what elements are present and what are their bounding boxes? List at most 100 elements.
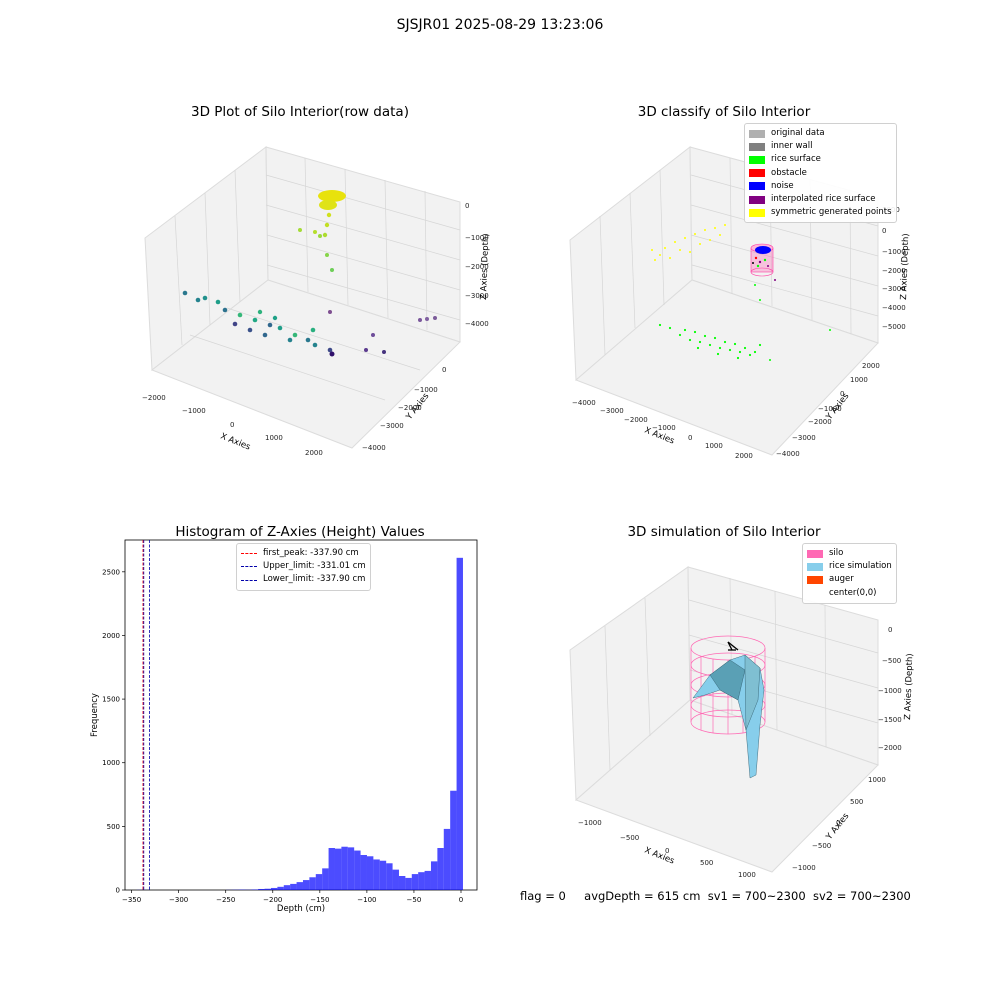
status-footer: flag = 0 avgDepth = 615 cm sv1 = 700~230…	[520, 889, 911, 903]
legend-entry: first_peak: -337.90 cm	[241, 547, 366, 560]
classify-3d-ytick: −2000	[808, 418, 832, 426]
raw-3d-ztick: 0	[465, 202, 469, 210]
simulation-3d-xtick: −1000	[578, 819, 602, 827]
histogram-ytick-label: 1500	[102, 696, 120, 704]
histogram-bar	[392, 869, 399, 890]
raw-3d-title: 3D Plot of Silo Interior(row data)	[191, 104, 409, 120]
legend-entry: noise	[749, 180, 892, 193]
legend-entry: rice simulation	[807, 560, 892, 573]
histogram-ytick-label: 0	[116, 887, 120, 895]
raw-3d-xtick: 2000	[305, 449, 323, 457]
simulation-3d-ztick: −500	[882, 657, 901, 665]
histogram-bar	[302, 880, 310, 890]
raw-3d-grid	[174, 157, 461, 401]
legend-swatch	[749, 156, 765, 164]
classify-legend: original data inner wall rice surface obsta…	[744, 123, 897, 224]
legend-label: interpolated rice surface	[771, 194, 876, 205]
classify-3d-ytick: 2000	[862, 362, 880, 370]
histogram-ytick-label: 2500	[102, 568, 120, 576]
histogram-bar	[296, 882, 303, 890]
histogram-title: Histogram of Z-Axies (Height) Values	[175, 524, 425, 540]
histogram-xtick-label: −150	[310, 896, 329, 904]
histogram-bar	[258, 888, 265, 890]
simulation-3d-xlabel: X Axies	[643, 846, 676, 867]
histogram-xtick-label: −50	[407, 896, 422, 904]
legend-entry: original data	[749, 127, 892, 140]
histogram-xtick-label: −300	[169, 896, 188, 904]
histogram-xtick-label: −100	[357, 896, 376, 904]
raw-3d-xtick: −1000	[182, 407, 206, 415]
legend-label: rice surface	[771, 154, 821, 165]
legend-swatch	[807, 562, 823, 571]
raw-3d-ytick: −1000	[414, 386, 438, 394]
raw-3d-xlabel: X Axies	[219, 432, 252, 453]
histogram-bar	[366, 856, 374, 890]
legend-label: silo	[829, 548, 844, 558]
histogram-bar	[354, 850, 361, 890]
histogram-bar	[424, 870, 431, 890]
histogram-bar	[309, 877, 316, 890]
raw-3d-plot: 0 −1000 −2000 −3000 −4000 −2000 −1000 0 …	[142, 146, 491, 457]
simulation-3d-ytick: 500	[850, 798, 863, 806]
legend-label: rice simulation	[829, 561, 892, 572]
legend-entry: rice surface	[749, 153, 892, 166]
histogram-frame	[124, 539, 478, 891]
histogram-xtick-label: −200	[263, 896, 282, 904]
classify-3d-xtick: −3000	[600, 407, 624, 415]
raw-3d-ztick: −4000	[465, 320, 489, 328]
legend-label: inner wall	[771, 141, 813, 152]
legend-line-swatch	[241, 579, 257, 581]
raw-3d-zlabel: Z Axies (Depth)	[479, 233, 491, 300]
legend-swatch	[807, 549, 823, 558]
classify-3d-xtick: −2000	[624, 416, 648, 424]
histogram-bar	[379, 860, 387, 890]
legend-swatch	[749, 182, 765, 191]
simulation-3d-ztick: 0	[888, 626, 892, 634]
classify-3d-title: 3D classify of Silo Interior	[637, 104, 811, 120]
histogram-bar	[322, 868, 329, 890]
flag-text: flag = 0	[520, 889, 566, 903]
histogram-bar	[264, 888, 271, 890]
legend-entry: symmetric generated points	[749, 206, 892, 219]
histogram-xtick-label: −350	[122, 896, 141, 904]
classify-3d-ytick: 0	[840, 390, 844, 398]
histogram-xtick-label: 0	[459, 896, 463, 904]
simulation-3d-ztick: −2000	[878, 744, 902, 752]
legend-swatch	[749, 142, 765, 151]
legend-label: auger	[829, 574, 854, 585]
legend-swatch	[749, 208, 765, 217]
histogram-bar	[290, 883, 297, 890]
histogram-bar	[443, 828, 451, 890]
raw-3d-ytick: −2000	[398, 404, 422, 412]
classify-3d-ztick: −1000	[882, 248, 906, 256]
histogram-ytick-label: 1000	[102, 759, 120, 767]
legend-line-swatch	[241, 566, 257, 568]
classify-3d-xtick: 1000	[705, 442, 723, 450]
classify-3d-ztick: −4000	[882, 304, 906, 312]
histogram-bar	[450, 790, 457, 890]
legend-label: original data	[771, 128, 825, 138]
legend-entry: center(0,0)	[807, 587, 892, 600]
raw-3d-ztick: −3000	[465, 292, 489, 300]
raw-3d-xtick: −2000	[142, 394, 166, 402]
legend-entry: auger	[807, 573, 892, 586]
classify-silo-cylinder	[750, 243, 774, 277]
simulation-3d-ytick: 1000	[868, 776, 886, 784]
raw-3d-ytick: 0	[442, 366, 446, 374]
histogram-bar	[283, 885, 291, 890]
legend-swatch	[749, 195, 765, 204]
classify-3d-zlabel: Z Axies (Depth)	[899, 233, 911, 300]
classify-3d-ytick: −4000	[776, 450, 800, 458]
simulation-3d-ztick: −1000	[878, 687, 902, 695]
simulation-legend: silo rice simulation auger center(0,0)	[802, 543, 897, 604]
raw-3d-ytick: −4000	[362, 444, 386, 452]
histogram-bar	[328, 848, 335, 890]
histogram-bar	[347, 847, 355, 890]
raw-3d-points	[182, 190, 437, 357]
legend-label: obstacle	[771, 167, 807, 178]
legend-entry: Lower_limit: -337.90 cm	[241, 573, 366, 586]
legend-swatch	[749, 129, 765, 138]
histogram-ylabel: Frequency	[90, 693, 100, 737]
histogram-bar	[418, 872, 425, 890]
histogram-bar	[360, 855, 367, 890]
